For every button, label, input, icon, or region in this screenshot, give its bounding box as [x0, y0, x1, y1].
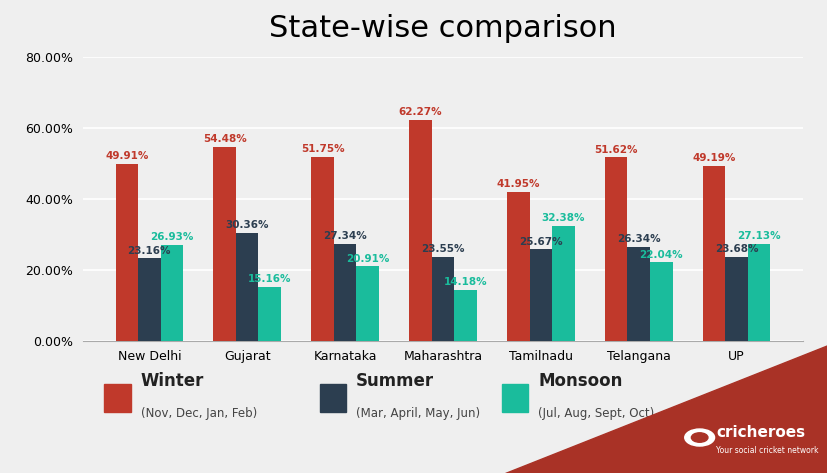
- Text: Your social cricket network: Your social cricket network: [715, 446, 818, 455]
- Text: 51.62%: 51.62%: [594, 145, 638, 155]
- Bar: [649, 263, 672, 341]
- Text: 23.16%: 23.16%: [127, 245, 171, 255]
- Text: 51.75%: 51.75%: [300, 144, 344, 154]
- Text: 20.91%: 20.91%: [346, 254, 389, 263]
- Bar: [258, 287, 280, 341]
- Text: 23.68%: 23.68%: [714, 244, 758, 254]
- Text: (Nov, Dec, Jan, Feb): (Nov, Dec, Jan, Feb): [141, 407, 256, 420]
- Bar: [409, 120, 431, 341]
- Text: 49.91%: 49.91%: [105, 151, 148, 161]
- Text: 41.95%: 41.95%: [496, 179, 539, 189]
- Text: 23.55%: 23.55%: [421, 244, 464, 254]
- Bar: [356, 266, 379, 341]
- Bar: [116, 164, 138, 341]
- Bar: [747, 245, 769, 341]
- Bar: [529, 249, 552, 341]
- Bar: [702, 166, 724, 341]
- Bar: [160, 245, 183, 341]
- Bar: [431, 257, 454, 341]
- Text: 32.38%: 32.38%: [541, 213, 585, 223]
- Text: 27.34%: 27.34%: [323, 231, 366, 241]
- Text: Monsoon: Monsoon: [538, 372, 622, 390]
- Text: Summer: Summer: [356, 372, 433, 390]
- Text: 26.34%: 26.34%: [616, 234, 660, 244]
- Text: 54.48%: 54.48%: [203, 134, 246, 144]
- Bar: [213, 147, 236, 341]
- Bar: [311, 157, 333, 341]
- Bar: [627, 247, 649, 341]
- Text: 14.18%: 14.18%: [443, 278, 487, 288]
- Text: 62.27%: 62.27%: [398, 107, 442, 117]
- Text: cricheroes: cricheroes: [715, 425, 805, 440]
- Title: State-wise comparison: State-wise comparison: [269, 14, 616, 44]
- Text: 22.04%: 22.04%: [638, 250, 682, 260]
- Text: 25.67%: 25.67%: [519, 236, 562, 246]
- Bar: [236, 233, 258, 341]
- Bar: [552, 226, 574, 341]
- Text: 30.36%: 30.36%: [225, 220, 269, 230]
- Text: Winter: Winter: [141, 372, 204, 390]
- Text: (Mar, April, May, Jun): (Mar, April, May, Jun): [356, 407, 480, 420]
- Text: 26.93%: 26.93%: [150, 232, 194, 242]
- Bar: [333, 244, 356, 341]
- Bar: [724, 256, 747, 341]
- Bar: [506, 192, 529, 341]
- Text: (Jul, Aug, Sept, Oct): (Jul, Aug, Sept, Oct): [538, 407, 653, 420]
- Bar: [454, 290, 476, 341]
- Bar: [605, 158, 627, 341]
- Text: 49.19%: 49.19%: [691, 153, 735, 163]
- Text: 27.13%: 27.13%: [737, 231, 780, 242]
- Text: 15.16%: 15.16%: [247, 274, 291, 284]
- Bar: [138, 258, 160, 341]
